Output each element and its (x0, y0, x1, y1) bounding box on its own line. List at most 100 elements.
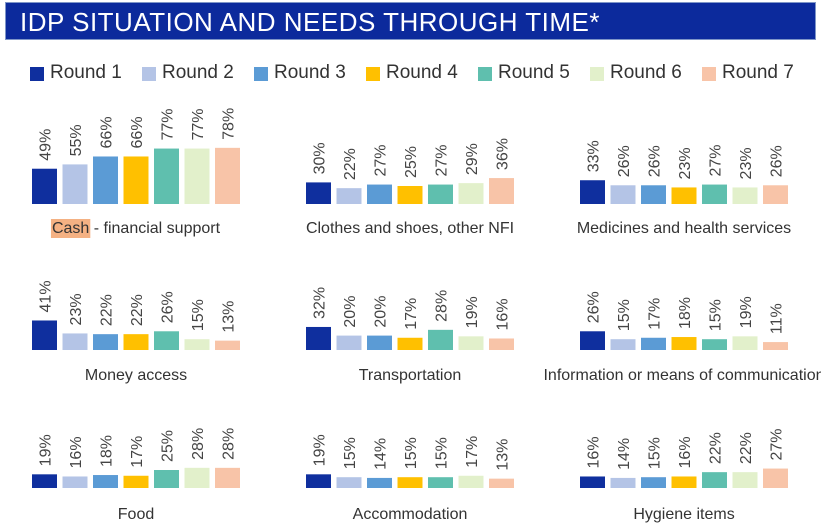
data-label: 20% (373, 296, 390, 328)
bar (123, 334, 149, 350)
data-label: 26% (647, 145, 664, 177)
bar (458, 183, 484, 204)
bar (610, 339, 636, 350)
data-label: 66% (129, 116, 146, 148)
panel-label: Transportation (359, 367, 462, 384)
bar (306, 182, 331, 204)
data-label: 19% (464, 296, 481, 328)
bar (306, 474, 331, 488)
legend: Round 1 Round 2 Round 3 Round 4 Round 5 Round… (0, 60, 821, 88)
bar (123, 156, 149, 204)
data-label: 55% (68, 124, 85, 156)
bar (93, 475, 118, 488)
title-bar: IDP SITUATION AND NEEDS THROUGH TIME* (5, 2, 816, 40)
bar (215, 340, 240, 350)
bar (580, 331, 605, 350)
panel-label-highlight: Cash (52, 220, 89, 237)
data-label: 66% (99, 116, 116, 148)
bar (702, 339, 727, 350)
data-label: 25% (403, 146, 420, 178)
data-label: 25% (160, 430, 177, 462)
bar (184, 339, 210, 350)
data-label: 15% (616, 299, 633, 331)
data-label: 22% (129, 294, 146, 326)
bar (489, 478, 514, 488)
data-label: 23% (677, 147, 694, 179)
bar (428, 329, 453, 350)
bar (489, 178, 514, 204)
legend-label: Round 7 (722, 62, 794, 83)
bar (367, 184, 392, 204)
bar (732, 187, 758, 204)
data-label: 27% (769, 429, 786, 461)
bar (428, 477, 453, 488)
data-label: 78% (221, 108, 238, 140)
legend-swatch (478, 67, 492, 81)
panel-label: Accommodation (353, 506, 468, 523)
data-label: 27% (708, 145, 725, 177)
data-label: 18% (677, 297, 694, 329)
data-label: 14% (373, 438, 390, 470)
data-label: 15% (190, 299, 207, 331)
bar (184, 467, 210, 488)
bar (702, 184, 727, 204)
data-label: 17% (129, 436, 146, 468)
panel-label: Clothes and shoes, other NFI (306, 220, 514, 237)
data-label: 13% (221, 301, 238, 333)
data-label: 27% (373, 145, 390, 177)
data-label: 19% (312, 434, 329, 466)
bar (62, 476, 88, 488)
bar (154, 148, 179, 204)
bar (641, 185, 666, 204)
data-label: 77% (190, 109, 207, 141)
legend-swatch (590, 67, 604, 81)
data-label: 28% (190, 428, 207, 460)
bar (428, 184, 453, 204)
legend-swatch (702, 67, 716, 81)
bar (336, 188, 362, 204)
chart-panel: 30% 22% 27% 25% 27% 29% 36% Clothes and shoes, … (306, 138, 514, 237)
panel-label: Medicines and health services (577, 220, 791, 237)
data-label: 16% (677, 436, 694, 468)
bar (732, 472, 758, 488)
data-label: 41% (38, 280, 55, 312)
bar (123, 475, 149, 488)
data-label: 15% (708, 299, 725, 331)
chart-panel: 33% 26% 26% 23% 27% 23% 26% Medicines and healt… (577, 140, 791, 237)
bar (763, 185, 788, 204)
bar (62, 333, 88, 350)
bar (458, 475, 484, 488)
page-title: IDP SITUATION AND NEEDS THROUGH TIME* (20, 7, 600, 37)
bar (367, 335, 392, 350)
legend-label: Round 6 (610, 62, 682, 83)
legend-swatch (30, 67, 44, 81)
data-label: 19% (38, 434, 55, 466)
label-highlight (50, 219, 91, 238)
bar (397, 337, 423, 350)
data-label: 22% (738, 432, 755, 464)
data-label: 26% (616, 145, 633, 177)
chart-panel: 26% 15% 17% 18% 15% 19% 11% Information or mean… (543, 291, 821, 384)
bar (184, 148, 210, 204)
panel-label: Food (118, 506, 154, 523)
data-label: 23% (738, 147, 755, 179)
data-label: 19% (738, 296, 755, 328)
data-label: 33% (586, 140, 603, 172)
data-label: 28% (434, 290, 451, 322)
bar (367, 477, 392, 488)
bar (763, 468, 788, 488)
bar (671, 476, 697, 488)
legend-label: Round 5 (498, 62, 570, 83)
data-label: 30% (312, 142, 329, 174)
bar (610, 477, 636, 488)
bar (306, 326, 331, 350)
bar (336, 335, 362, 350)
bar (93, 334, 118, 350)
panel-label: Information or means of communication (543, 367, 821, 384)
data-label: 14% (616, 438, 633, 470)
data-label: 32% (312, 287, 329, 319)
bar (702, 472, 727, 488)
bar (215, 467, 240, 488)
bar (610, 185, 636, 204)
